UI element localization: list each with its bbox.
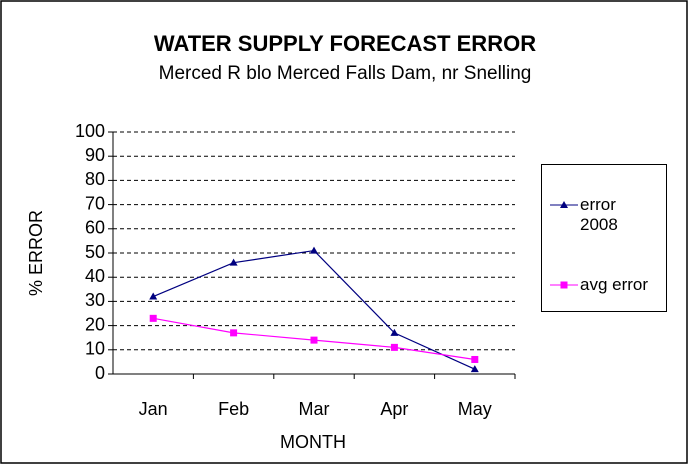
data-point [230, 329, 238, 337]
y-tick-label: 10 [85, 339, 105, 359]
data-point [470, 365, 479, 373]
x-tick-label: May [458, 399, 492, 419]
x-axis-title: MONTH [280, 432, 346, 452]
legend-marker [560, 281, 568, 289]
y-tick-label: 90 [85, 145, 105, 165]
data-point [310, 246, 318, 254]
y-tick-label: 80 [85, 169, 105, 189]
data-point [229, 258, 238, 266]
y-tick-label: 30 [85, 290, 105, 310]
y-tick-label: 70 [85, 193, 105, 213]
y-tick-label: 0 [95, 363, 105, 383]
legend-entry: error 2008 [550, 195, 650, 235]
y-tick-label: 50 [85, 242, 105, 262]
legend-marker [560, 201, 568, 208]
chart-subtitle: Merced R blo Merced Falls Dam, nr Snelli… [159, 63, 532, 84]
legend-icon [550, 201, 578, 208]
data-point [390, 328, 399, 336]
data-point [149, 292, 158, 300]
x-tick-label: Feb [218, 399, 249, 419]
y-tick-label: 20 [85, 314, 105, 334]
data-point [310, 336, 318, 344]
legend-label: avg error [580, 275, 649, 294]
x-tick-label: Jan [139, 399, 168, 419]
legend-icon [550, 281, 578, 289]
y-tick-label: 60 [85, 218, 105, 238]
data-point [471, 355, 479, 363]
data-point [390, 343, 398, 351]
y-tick-label: 40 [85, 266, 105, 286]
y-axis-title: % ERROR [26, 210, 46, 296]
legend-entry: avg error [550, 275, 650, 295]
legend-label: error 2008 [580, 195, 618, 234]
x-tick-label: Mar [299, 399, 330, 419]
chart-title: WATER SUPPLY FORECAST ERROR [154, 31, 536, 56]
x-tick-label: Apr [380, 399, 408, 419]
legend: error 2008 avg error [541, 164, 667, 312]
y-tick-label: 100 [75, 121, 105, 141]
data-point [149, 314, 157, 322]
